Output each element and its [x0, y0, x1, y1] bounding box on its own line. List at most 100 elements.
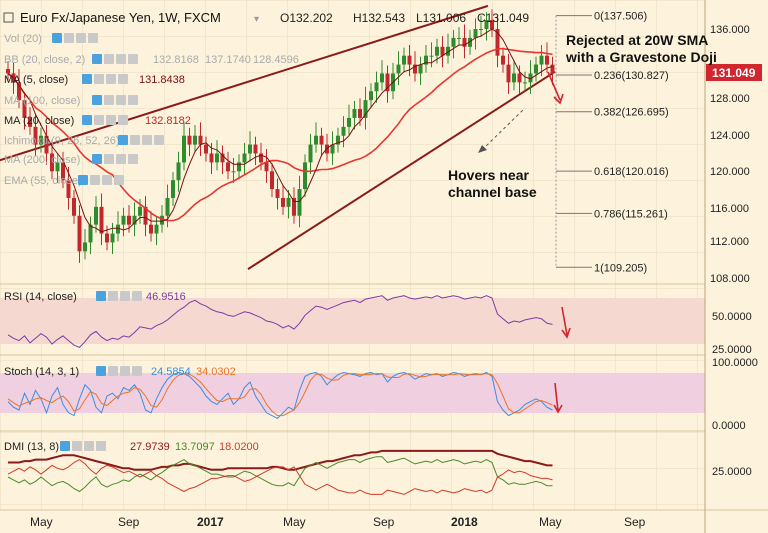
candle-body [429, 55, 434, 57]
legend-toggle-button [120, 291, 130, 301]
price-tick: 112.000 [710, 236, 749, 248]
legend-toggle-button [96, 291, 106, 301]
candle-body [264, 162, 269, 172]
sma5-line [7, 28, 553, 233]
legend-bb-low: 128.4596 [253, 54, 299, 66]
legend-toggle-button [104, 154, 114, 164]
candle-body [413, 64, 417, 74]
legend-toggle-button [104, 95, 114, 105]
legend-toggle-button [142, 135, 152, 145]
candle-body [99, 206, 104, 234]
legend-toggle-button [108, 291, 118, 301]
legend-toggle-button [116, 154, 126, 164]
price-channel [0, 4, 556, 270]
x-label: Sep [118, 515, 140, 529]
legend-toggle-button [96, 441, 106, 451]
legend-toggle-button [128, 54, 138, 64]
candle-body [484, 20, 489, 29]
legend-toggle-button [118, 74, 128, 84]
candle-body [512, 73, 516, 83]
legend-bb: BB (20, close, 2) [4, 54, 85, 66]
candle-body [182, 135, 186, 163]
stoch-label: Stoch (14, 3, 1) [4, 366, 79, 378]
legend-toggle-button [128, 95, 138, 105]
candle-body [479, 29, 483, 30]
candle-body [385, 73, 390, 92]
candle-body [457, 37, 461, 39]
chart-title: Euro Fx/Japanese Yen, 1W, FXCM [20, 10, 221, 25]
x-label: 2017 [197, 515, 224, 529]
candle-body [501, 55, 505, 65]
legend-ma5: MA (5, close) [4, 74, 68, 86]
rsi-tick: 50.0000 [712, 311, 752, 323]
candle-body [187, 135, 192, 145]
sma20-line [7, 47, 553, 222]
candles [6, 9, 555, 263]
price-tick: 136.000 [710, 24, 750, 36]
legend-toggle-button [116, 54, 126, 64]
chevron-icon[interactable]: ▾ [254, 14, 259, 25]
candle-body [226, 162, 230, 172]
stoch-band [0, 373, 705, 413]
rsi-tick: 25.0000 [712, 344, 752, 356]
candle-body [116, 224, 120, 234]
legend-toggle-button [116, 95, 126, 105]
legend-toggle-button [128, 154, 138, 164]
fib-label: 0.618(120.016) [594, 166, 669, 178]
candle-body [330, 144, 335, 154]
price-axis: 136.000 128.000 124.000 120.000 116.000 … [710, 24, 750, 285]
candle-body [105, 233, 109, 243]
candle-body [72, 197, 76, 216]
candle-body [132, 215, 137, 225]
dmi-adx-value: 27.9739 [130, 441, 170, 453]
legend-toggle-button [130, 135, 140, 145]
candle-body [237, 162, 241, 172]
candle-body [88, 224, 93, 243]
dmi-minus-value: 18.0200 [219, 441, 259, 453]
stoch-k-value: 24.5854 [151, 366, 191, 378]
price-tag-label: 131.049 [712, 66, 756, 80]
candle-body [83, 242, 87, 252]
price-tick: 124.000 [710, 130, 750, 142]
channel-lower [247, 70, 556, 270]
candle-body [193, 135, 197, 145]
candle-body [160, 215, 164, 225]
candle-body [22, 100, 27, 118]
header-toggle[interactable] [3, 12, 14, 23]
candle-body [281, 197, 285, 207]
candle-body [44, 135, 49, 154]
legend-ma100: MA (100, close) [4, 95, 80, 107]
legend-vol: Vol (20) [4, 33, 42, 45]
x-label: May [539, 515, 562, 529]
down-arrow-icon [547, 71, 564, 105]
legend-toggle-button [96, 366, 106, 376]
legend-toggle-button [72, 441, 82, 451]
candle-body [292, 197, 296, 216]
candle-body [28, 117, 32, 127]
legend-ma20-value: 132.8182 [145, 115, 191, 127]
candle-body [253, 144, 258, 154]
legend-toggle-button [106, 115, 116, 125]
legend-ma5-value: 131.8438 [139, 74, 185, 86]
down-arrow-icon [561, 306, 571, 339]
candle-body [110, 233, 115, 243]
candle-body [424, 55, 428, 65]
annotation-hovers-2: channel base [448, 184, 537, 200]
candle-body [495, 29, 500, 56]
candle-body [550, 64, 555, 74]
legend-bb-mid: 132.8168 [153, 54, 199, 66]
legend-toggle-button [106, 74, 116, 84]
fib-label: 0.786(115.261) [594, 208, 668, 220]
candle-body [517, 73, 522, 83]
annotation-hovers-1: Hovers near [448, 167, 529, 183]
x-label: Sep [624, 515, 646, 529]
legend-toggle-button [92, 54, 102, 64]
candle-body [440, 46, 445, 56]
candle-body [231, 171, 236, 173]
candle-body [297, 189, 302, 216]
candle-body [523, 82, 527, 84]
legend-toggle-button [92, 95, 102, 105]
candle-body [220, 153, 225, 163]
